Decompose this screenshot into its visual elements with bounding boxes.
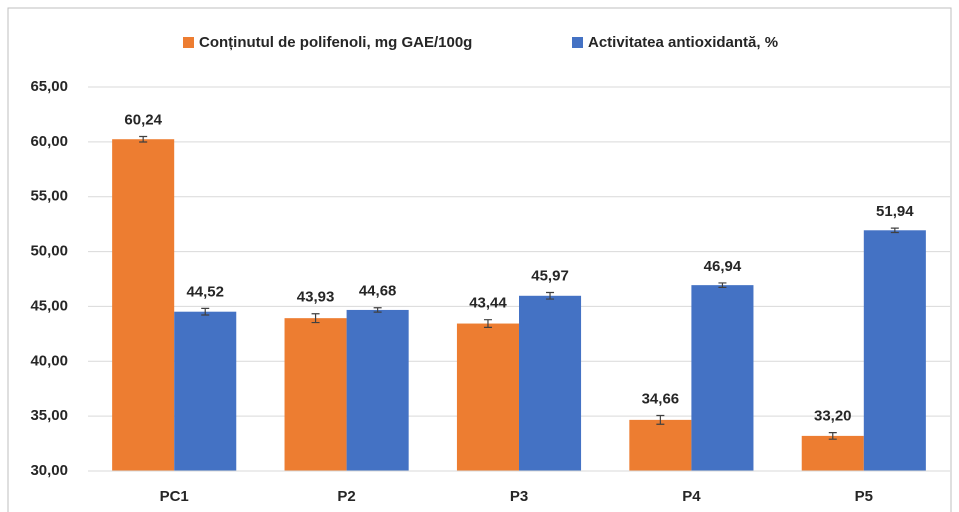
data-label: 44,68 [359,283,397,300]
x-tick-label: P3 [510,488,528,505]
bar [112,139,175,471]
bar [284,318,347,471]
data-label: 44,52 [186,283,224,300]
y-tick-label: 55,00 [30,188,68,205]
data-label: 43,93 [297,289,335,306]
error-bar [483,319,492,328]
legend-swatch [183,37,194,48]
bar [863,230,926,471]
data-label: 46,94 [704,258,742,275]
legend-label: Conținutul de polifenoli, mg GAE/100g [199,34,472,51]
error-bar [890,227,899,234]
error-bar [311,313,320,324]
error-bar [201,307,210,316]
error-bar [718,282,727,288]
data-label: 34,66 [642,390,680,407]
y-tick-label: 65,00 [30,78,68,95]
bar [174,311,237,471]
data-label: 60,24 [124,111,162,128]
y-tick-label: 50,00 [30,243,68,260]
y-tick-label: 35,00 [30,407,68,424]
x-tick-label: P4 [682,488,701,505]
y-tick-label: 30,00 [30,462,68,479]
bar [346,309,409,471]
y-tick-label: 45,00 [30,297,68,314]
y-tick-label: 40,00 [30,352,68,369]
bar [691,285,754,471]
data-label: 51,94 [876,203,914,220]
legend-label: Activitatea antioxidantă, % [588,34,778,51]
legend-swatch [572,37,583,48]
bar [801,435,864,471]
error-bar [373,307,382,313]
data-label: 43,44 [469,295,507,312]
x-tick-label: PC1 [160,488,189,505]
data-label: 33,20 [814,408,852,425]
error-bar [139,135,148,143]
error-bar [656,414,665,425]
data-label: 45,97 [531,267,569,284]
error-bar [828,432,837,440]
bar [456,323,519,471]
x-tick-label: P2 [337,488,355,505]
y-tick-label: 60,00 [30,133,68,150]
bar [519,295,582,471]
error-bar [546,291,555,300]
bar [629,419,692,471]
x-tick-label: P5 [855,488,873,505]
